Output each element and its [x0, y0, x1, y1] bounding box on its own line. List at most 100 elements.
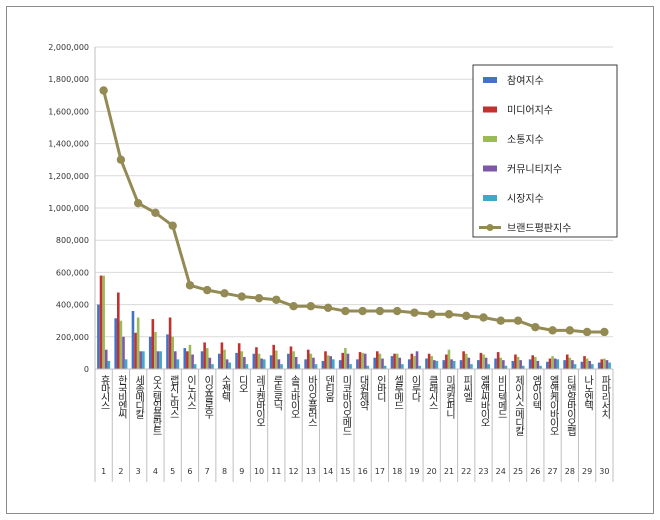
y-axis: 0 200,000 400,000 600,000 800,000 1,000,000 1,…: [48, 43, 96, 374]
bar-1-1: [97, 304, 100, 369]
brand-index-point-23: [479, 313, 488, 322]
bar-2-29: [583, 356, 586, 369]
brand-index-point-30: [600, 327, 609, 337]
bar-1-16: [356, 359, 359, 369]
bar-4-5: [174, 351, 177, 369]
bar-3-1: [102, 275, 105, 369]
x-category-label: 비디텍메드: [495, 375, 507, 418]
bar-3-17: [378, 353, 382, 369]
x-category-number: 3: [136, 467, 141, 476]
brand-index-point-24: [496, 316, 505, 325]
x-category-label: 한국비엔씨: [115, 375, 127, 419]
bar-2-2: [117, 292, 120, 369]
bar-2-20: [427, 353, 431, 369]
x-category-label: 오스템임플란트: [150, 375, 162, 435]
chart-frame: 0 200,000 400,000 600,000 800,000 1,000,000 1,…: [6, 6, 654, 514]
x-category-number: 24: [496, 467, 506, 476]
x-category-number: 10: [254, 467, 264, 476]
x-category-number: 2: [118, 467, 123, 476]
brand-index-point-7: [203, 285, 212, 295]
x-category-label: 인바디: [374, 375, 386, 403]
x-category-number: 26: [530, 467, 540, 476]
bar-1-28: [563, 360, 566, 369]
bar-5-25: [521, 365, 525, 369]
line-series: [99, 86, 609, 337]
bar-4-8: [225, 359, 229, 369]
bar-3-24: [499, 357, 503, 369]
legend-label: 브랜드평판지수: [507, 223, 571, 235]
x-category-number: 7: [205, 467, 210, 476]
legend-box: [472, 64, 618, 238]
bar-2-6: [186, 351, 189, 369]
bar-2-19: [410, 353, 414, 369]
bar-3-27: [551, 356, 554, 369]
bar-5-17: [383, 365, 387, 369]
bar-2-4: [151, 319, 155, 369]
brand-index-point-5: [168, 221, 177, 230]
bar-1-22: [459, 360, 463, 369]
bar-3-29: [585, 358, 589, 369]
y-tick-label: 1,000,000: [48, 204, 89, 213]
bar-4-10: [260, 358, 263, 369]
bar-3-4: [154, 331, 157, 369]
brand-index-point-4: [151, 208, 160, 218]
bar-4-3: [139, 351, 143, 369]
brand-index-point-1: [99, 86, 108, 95]
bar-1-6: [183, 348, 187, 369]
x-category-label: 엘앤케이바이오: [547, 374, 559, 435]
bar-3-7: [205, 348, 209, 369]
x-category-label: 대원제약: [357, 375, 369, 412]
x-category-label: 이루다: [409, 375, 421, 403]
bar-5-2: [124, 359, 128, 369]
bar-2-23: [479, 352, 483, 369]
legend-swatch: [483, 136, 497, 142]
x-category-number: 23: [478, 467, 488, 476]
brand-index-point-9: [237, 292, 246, 301]
bar-4-24: [502, 360, 505, 369]
bar-2-17: [376, 351, 379, 369]
bar-4-1: [104, 349, 108, 369]
x-category-number: 4: [153, 467, 158, 476]
brand-index-point-25: [513, 316, 523, 325]
bar-2-18: [393, 353, 396, 369]
bar-5-16: [366, 365, 370, 369]
brand-index-point-13: [306, 302, 316, 311]
bar-1-24: [494, 358, 497, 369]
x-category-number: 17: [375, 467, 385, 476]
bar-2-5: [168, 317, 172, 369]
bar-series: [97, 275, 611, 369]
bar-1-3: [131, 311, 135, 369]
bar-3-30: [603, 358, 606, 369]
bar-4-12: [294, 356, 298, 369]
x-category-number: 19: [409, 467, 419, 476]
brand-index-point-28: [565, 326, 575, 335]
y-tick-label: 800,000: [56, 236, 89, 245]
bar-5-14: [332, 359, 335, 369]
bar-4-11: [277, 359, 281, 369]
bar-1-23: [477, 360, 480, 369]
brand-index-point-21: [444, 310, 454, 319]
bar-3-20: [430, 356, 433, 369]
bar-4-9: [243, 356, 246, 369]
bar-5-5: [176, 359, 180, 369]
bar-4-2: [122, 336, 125, 369]
legend-label: 커뮤니티지수: [507, 164, 562, 176]
brand-index-point-12: [289, 302, 298, 311]
bar-5-20: [435, 360, 439, 369]
bar-2-28: [565, 354, 569, 369]
bar-5-3: [142, 351, 145, 369]
x-category-number: 1: [101, 467, 106, 476]
bar-3-21: [447, 349, 451, 369]
bar-3-5: [171, 336, 174, 369]
bar-2-10: [255, 347, 258, 369]
bar-2-26: [531, 355, 534, 369]
legend-marker: [486, 224, 494, 231]
x-category-label: 랩지노믹스: [167, 375, 179, 418]
bar-1-15: [338, 360, 342, 369]
x-category-number: 21: [444, 467, 454, 476]
x-category-number: 14: [323, 467, 333, 476]
bar-1-29: [580, 361, 584, 369]
y-tick-label: 1,800,000: [48, 75, 89, 84]
bar-3-2: [119, 320, 123, 369]
bar-4-7: [208, 357, 212, 369]
